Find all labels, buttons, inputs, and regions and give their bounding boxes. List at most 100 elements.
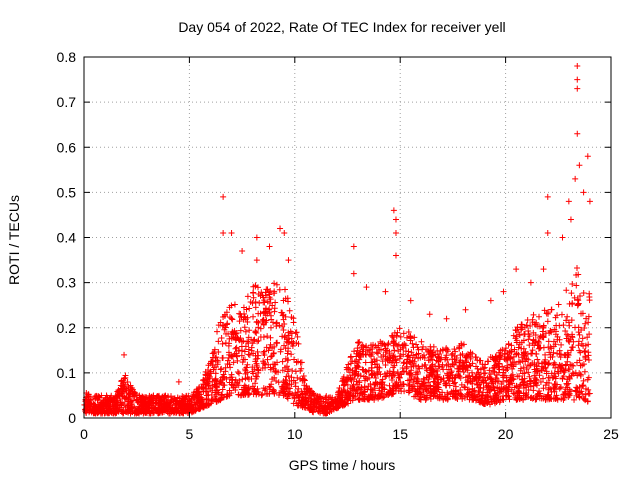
data-point bbox=[285, 366, 292, 373]
data-point bbox=[295, 385, 302, 392]
data-point bbox=[248, 344, 255, 351]
data-point bbox=[308, 395, 315, 402]
data-point bbox=[570, 362, 577, 369]
data-point bbox=[462, 384, 469, 391]
data-point bbox=[420, 352, 427, 359]
data-point bbox=[535, 345, 542, 352]
data-point bbox=[415, 363, 422, 370]
data-point bbox=[577, 349, 584, 356]
data-point bbox=[168, 396, 175, 403]
data-point bbox=[150, 404, 157, 411]
data-point bbox=[245, 351, 252, 358]
data-point bbox=[190, 401, 197, 408]
data-point bbox=[326, 409, 333, 416]
data-point bbox=[240, 384, 247, 391]
data-point bbox=[420, 378, 427, 385]
data-point bbox=[443, 315, 450, 322]
data-point bbox=[452, 394, 459, 401]
data-point bbox=[578, 310, 585, 317]
data-point bbox=[477, 366, 484, 373]
data-point bbox=[250, 294, 257, 301]
data-point bbox=[291, 395, 298, 402]
data-point bbox=[554, 396, 561, 403]
data-point bbox=[459, 365, 466, 372]
data-point bbox=[406, 370, 413, 377]
data-point bbox=[226, 379, 233, 386]
data-point bbox=[561, 368, 568, 375]
data-point bbox=[304, 388, 311, 395]
data-point bbox=[160, 408, 167, 415]
data-point bbox=[208, 358, 215, 365]
data-point bbox=[514, 324, 521, 331]
data-point bbox=[479, 399, 486, 406]
data-point bbox=[128, 398, 135, 405]
data-point bbox=[307, 392, 314, 399]
data-point bbox=[549, 353, 556, 360]
data-point bbox=[515, 328, 522, 335]
data-point bbox=[582, 391, 589, 398]
data-point bbox=[270, 290, 277, 297]
data-point bbox=[389, 371, 396, 378]
data-point bbox=[218, 335, 225, 342]
data-point bbox=[451, 375, 458, 382]
data-point bbox=[155, 393, 162, 400]
data-point bbox=[199, 403, 206, 410]
data-point bbox=[160, 396, 167, 403]
data-point bbox=[491, 362, 498, 369]
data-point bbox=[582, 353, 589, 360]
data-point bbox=[536, 395, 543, 402]
data-point bbox=[432, 363, 439, 370]
data-point bbox=[579, 335, 586, 342]
data-point bbox=[217, 397, 224, 404]
data-point bbox=[284, 339, 291, 346]
data-point bbox=[290, 315, 297, 322]
data-point bbox=[140, 399, 147, 406]
data-point bbox=[568, 362, 575, 369]
data-point bbox=[248, 336, 255, 343]
data-point bbox=[277, 225, 284, 232]
data-point bbox=[398, 388, 405, 395]
data-point bbox=[562, 328, 569, 335]
data-point bbox=[449, 350, 456, 357]
data-point bbox=[354, 372, 361, 379]
data-point bbox=[569, 300, 576, 307]
data-point bbox=[548, 370, 555, 377]
data-point bbox=[260, 308, 267, 315]
data-point bbox=[203, 385, 210, 392]
data-point bbox=[542, 396, 549, 403]
data-point bbox=[371, 396, 378, 403]
data-point bbox=[560, 396, 567, 403]
data-point bbox=[540, 322, 547, 329]
data-point bbox=[379, 394, 386, 401]
data-point bbox=[356, 356, 363, 363]
x-tick-label: 0 bbox=[80, 426, 88, 442]
data-point bbox=[175, 378, 182, 385]
data-point bbox=[88, 401, 95, 408]
data-point bbox=[515, 344, 522, 351]
data-point bbox=[105, 404, 112, 411]
data-point bbox=[407, 359, 414, 366]
data-point bbox=[429, 366, 436, 373]
data-point bbox=[541, 307, 548, 314]
data-point bbox=[251, 386, 258, 393]
data-point bbox=[99, 400, 106, 407]
data-point bbox=[580, 189, 587, 196]
data-point bbox=[239, 376, 246, 383]
data-point bbox=[573, 271, 580, 278]
data-point bbox=[510, 353, 517, 360]
data-point bbox=[535, 340, 542, 347]
data-point bbox=[545, 338, 552, 345]
data-point bbox=[348, 353, 355, 360]
data-point bbox=[99, 410, 106, 417]
data-point bbox=[521, 331, 528, 338]
x-tick-label: 10 bbox=[287, 426, 303, 442]
data-point bbox=[226, 387, 233, 394]
data-point bbox=[368, 365, 375, 372]
data-point bbox=[426, 392, 433, 399]
data-point bbox=[223, 330, 230, 337]
data-point bbox=[332, 399, 339, 406]
data-point bbox=[493, 374, 500, 381]
data-point bbox=[267, 324, 274, 331]
data-point bbox=[246, 352, 253, 359]
data-point bbox=[161, 394, 168, 401]
